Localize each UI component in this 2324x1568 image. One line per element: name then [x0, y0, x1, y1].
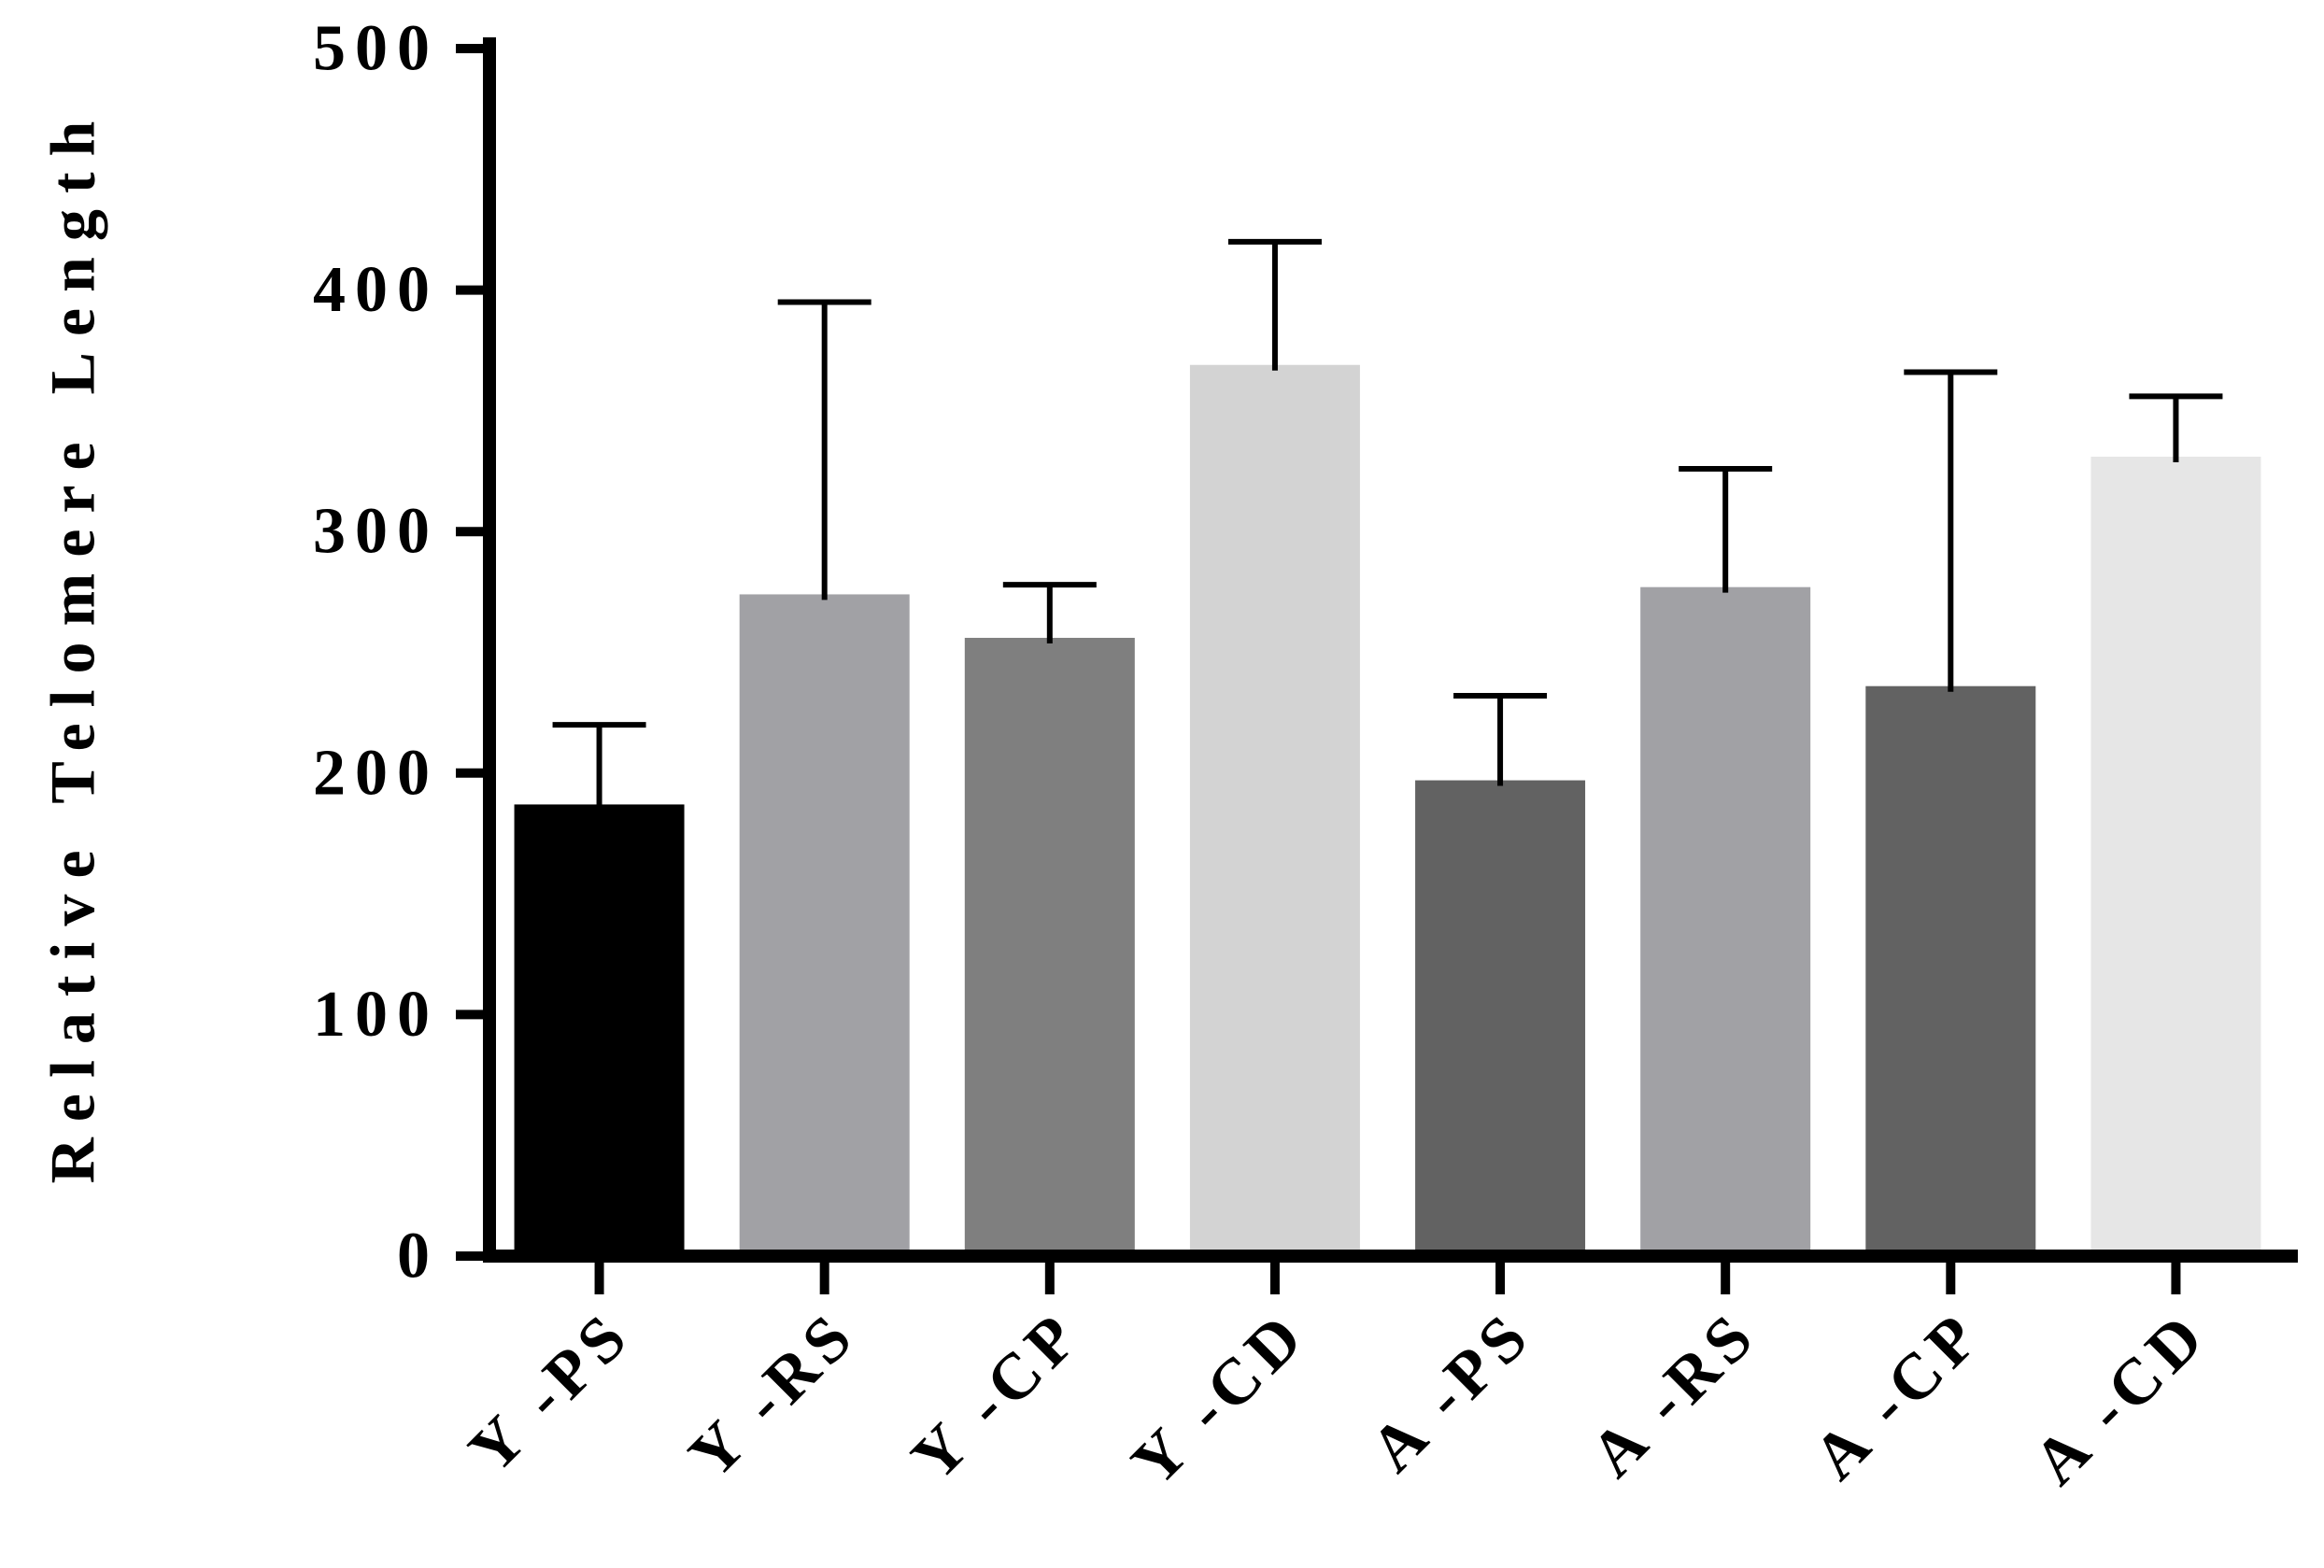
- x-tick-label: Y -PS: [456, 1297, 645, 1487]
- y-ticks: 0 100 200 300 400 500: [313, 13, 489, 1293]
- y-tick-label: 0: [397, 1221, 439, 1293]
- bar: [1640, 586, 1811, 1256]
- x-tick-label: Y -CP: [899, 1297, 1096, 1494]
- y-tick-label: 300: [313, 496, 439, 568]
- bar: [2090, 457, 2261, 1256]
- bar: [964, 637, 1135, 1256]
- y-tick-label: 400: [313, 254, 439, 326]
- y-axis-label: Relative Telomere Length: [37, 106, 108, 1184]
- error-bars: [552, 238, 2223, 811]
- y-tick-label: 200: [313, 737, 439, 809]
- x-tick-label: A -CP: [1800, 1297, 1997, 1494]
- bars: [514, 364, 2261, 1256]
- bar: [1415, 780, 1586, 1256]
- bar: [739, 594, 910, 1256]
- x-tick-label: Y -RS: [675, 1297, 871, 1492]
- x-tick-label: Y -CD: [1118, 1297, 1321, 1500]
- x-ticks: Y -PS Y -RS Y -CP Y -CD A -PS A -RS A -CP A -CD: [456, 1256, 2222, 1500]
- y-tick-label: 100: [313, 979, 439, 1051]
- x-tick-label: A -CD: [2020, 1297, 2222, 1499]
- axes: [483, 37, 2298, 1263]
- bar: [514, 804, 685, 1256]
- bar: [1189, 364, 1360, 1256]
- bar: [1865, 685, 2036, 1256]
- y-tick-label: 500: [313, 13, 439, 85]
- x-tick-label: A -PS: [1357, 1297, 1546, 1486]
- x-tick-label: A -RS: [1578, 1297, 1772, 1491]
